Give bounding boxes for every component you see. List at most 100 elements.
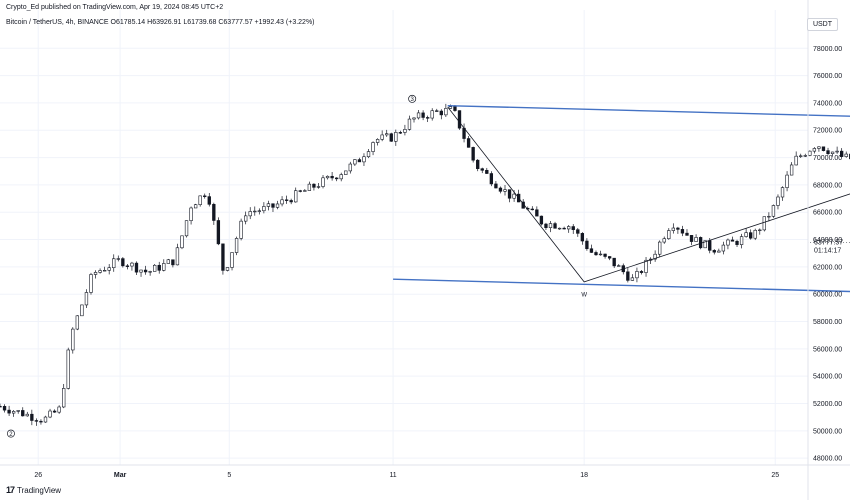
candle-body [16, 410, 20, 412]
candle-body [57, 406, 61, 413]
candle-body [735, 240, 739, 245]
candle-body [630, 277, 635, 281]
candle-body [407, 118, 412, 130]
x-tick-label: 25 [771, 472, 779, 479]
candle-body [303, 190, 307, 192]
candle-body [498, 187, 503, 192]
candle-body [294, 190, 298, 203]
candle-body [571, 226, 575, 230]
candle-body [244, 215, 248, 222]
time-axis[interactable]: 26 Mar 5 11 18 25 [0, 464, 850, 479]
x-tick-label: Mar [114, 472, 127, 479]
wave-label: W [581, 292, 587, 298]
candle-body [166, 259, 170, 264]
tv-logo-icon: 17 [6, 485, 15, 495]
candle-body [644, 259, 648, 273]
candle-body [180, 235, 184, 249]
candle-body [339, 174, 343, 180]
candle-body [394, 132, 398, 142]
candle-body [658, 241, 662, 255]
candle-body [139, 269, 143, 273]
candle-body [480, 168, 484, 171]
candle-body [307, 183, 312, 191]
candle-body [98, 270, 102, 273]
candle-body [544, 223, 548, 228]
candle-body [416, 112, 421, 119]
candle-body [485, 169, 489, 174]
y-tick-label: 66000.00 [813, 210, 842, 217]
candle-body [448, 106, 453, 109]
candle-body [221, 243, 225, 271]
candle-body [844, 153, 848, 157]
candle-body [357, 159, 362, 163]
candle-body [121, 258, 125, 267]
candle-body [62, 388, 66, 408]
candle-body [412, 117, 416, 120]
candle-body [143, 269, 148, 273]
candle-body [717, 250, 721, 253]
grid-lines [0, 10, 808, 465]
candle-body [567, 226, 571, 230]
candle-body [753, 229, 757, 239]
candle-body [689, 235, 694, 242]
candle-body [726, 239, 730, 246]
candle-body [680, 229, 685, 234]
last-price-label: 63777.57 [814, 240, 843, 247]
candle-body [212, 204, 216, 221]
candle-body [553, 223, 557, 229]
candle-body [425, 117, 430, 119]
candle-body [507, 189, 512, 199]
candle-body [371, 142, 375, 152]
candle-body [698, 237, 703, 249]
candle-body [826, 150, 830, 155]
candle-body [284, 199, 289, 201]
logo-text: TradingView [17, 485, 62, 495]
candle-body [494, 183, 498, 189]
currency-button[interactable]: USDT [806, 18, 838, 31]
candle-body [298, 190, 302, 192]
candle-body [703, 240, 707, 249]
x-tick-label: 26 [34, 472, 42, 479]
candle-body [175, 247, 180, 266]
candle-body [776, 196, 780, 206]
candlesticks [0, 103, 850, 426]
candle-body [380, 134, 384, 140]
price-axis[interactable]: 48000.00 50000.00 52000.00 54000.00 56000.00… [807, 0, 850, 500]
candle-body [626, 271, 630, 281]
candle-body [439, 110, 443, 116]
y-tick-label: 60000.00 [813, 292, 842, 299]
candle-body [253, 210, 257, 213]
y-tick-label: 62000.00 [813, 264, 842, 271]
candle-body [548, 223, 553, 228]
candle-body [21, 410, 25, 417]
candle-body [316, 186, 321, 188]
y-tick-label: 54000.00 [813, 374, 842, 381]
candle-body [821, 146, 826, 151]
candle-body [312, 183, 316, 188]
candle-body [80, 304, 84, 317]
candle-body [225, 267, 230, 271]
candle-body [576, 229, 580, 234]
y-tick-label: 64000.00 [813, 237, 842, 244]
candle-body [662, 238, 666, 243]
candle-body [66, 349, 70, 389]
y-tick-label: 48000.00 [813, 456, 842, 463]
y-tick-label: 50000.00 [813, 428, 842, 435]
ohlc-values: O61785.14 H63926.91 L61739.68 C63777.57 … [110, 19, 315, 26]
wave-label-circle [408, 94, 417, 103]
candle-body [503, 189, 507, 192]
candle-body [744, 232, 748, 237]
candle-body [157, 264, 161, 271]
candle-body [389, 133, 393, 142]
y-tick-label: 72000.00 [813, 128, 842, 135]
candle-body [153, 264, 157, 272]
y-tick-label: 68000.00 [813, 182, 842, 189]
candle-body [93, 272, 98, 275]
candle-body [30, 413, 34, 421]
candle-body [607, 256, 612, 259]
candle-body [466, 138, 471, 148]
candle-body [799, 155, 803, 157]
annotation-lines [393, 104, 850, 293]
candle-body [435, 110, 439, 112]
